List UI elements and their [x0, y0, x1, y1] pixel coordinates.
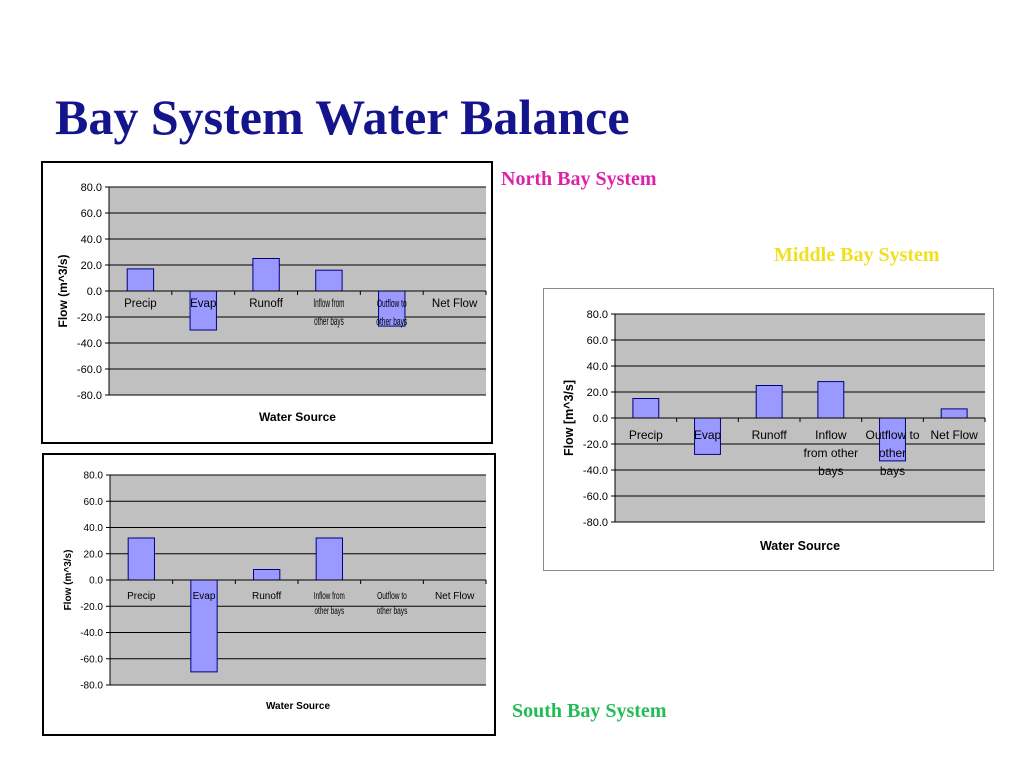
y-axis-title: Flow (m^3/s) [63, 550, 74, 611]
y-tick-label: 80.0 [81, 182, 102, 194]
y-tick-label: -20.0 [583, 439, 608, 451]
y-tick-label: -40.0 [80, 628, 103, 639]
category-label: Precip [124, 298, 157, 310]
x-axis-title: Water Source [760, 539, 840, 553]
south-bay-chart-svg: 80.0 60.0 40.0 20.0 0.0 -20.0 -40.0 -60.0 -80.0 P… [63, 471, 487, 712]
bar-runoff [252, 258, 280, 292]
y-tick-label: -40.0 [583, 465, 608, 477]
bar-precip [127, 537, 155, 581]
category-label: Precip [127, 591, 156, 602]
category-label: Outflow to other bays [865, 428, 919, 478]
y-tick-label: 40.0 [84, 523, 104, 534]
y-tick-label: 0.0 [87, 286, 102, 298]
middle-bay-chart-svg: 80.0 60.0 40.0 20.0 0.0 -20.0 -40.0 -60.0 -80.0 P… [562, 309, 986, 553]
y-tick-label: 80.0 [84, 471, 104, 482]
x-axis-title: Water Source [259, 410, 336, 424]
category-label: Evap [190, 298, 216, 310]
bar-net-flow [940, 408, 968, 419]
slide-title: Bay System Water Balance [55, 89, 630, 145]
y-tick-label: -80.0 [583, 517, 608, 529]
north-bay-label: North Bay System [501, 168, 657, 190]
category-label: Evap [193, 591, 216, 602]
x-axis-title: Water Source [266, 701, 331, 712]
bar-runoff [755, 385, 783, 419]
y-tick-label: 40.0 [81, 234, 102, 246]
south-bay-label: South Bay System [512, 700, 667, 722]
bar-inflow-from-other-bays [315, 269, 343, 292]
y-tick-label: 80.0 [587, 309, 608, 321]
y-tick-label: -60.0 [583, 491, 608, 503]
category-label: Runoff [752, 428, 788, 442]
y-tick-label: -60.0 [80, 654, 103, 665]
category-label: Inflow from other bays [803, 428, 858, 478]
bar-inflow-from-other-bays [315, 537, 343, 581]
y-tick-label: -20.0 [77, 312, 102, 324]
bar-outflow-to-other-bays [378, 290, 406, 327]
y-tick-label: 20.0 [587, 387, 608, 399]
y-tick-label: 60.0 [587, 335, 608, 347]
category-label: Precip [629, 428, 663, 442]
category-label: Net Flow [435, 591, 475, 602]
bar-evap [189, 290, 217, 331]
bar-runoff [253, 569, 281, 581]
y-tick-label: 60.0 [81, 208, 102, 220]
category-label: Inflow from other bays [313, 297, 344, 327]
y-axis-title: Flow (m^3/s) [56, 254, 70, 327]
category-label: Outflow to other bays [376, 297, 407, 327]
north-bay-chart: 80.0 60.0 40.0 20.0 0.0 -20.0 -40.0 -60.0 -80.0 P… [41, 161, 493, 444]
north-bay-chart-svg: 80.0 60.0 40.0 20.0 0.0 -20.0 -40.0 -60.0 -80.0 P… [56, 182, 487, 424]
y-tick-label: 60.0 [84, 497, 104, 508]
bar-precip [126, 268, 155, 292]
bar-evap [190, 579, 218, 673]
bar-evap [694, 417, 721, 455]
y-tick-label: 20.0 [81, 260, 102, 272]
y-tick-label: 20.0 [84, 549, 104, 560]
y-tick-label: 40.0 [587, 361, 608, 373]
y-axis-title: Flow [m^3/s] [562, 380, 576, 456]
y-tick-label: -40.0 [77, 338, 102, 350]
y-tick-label: -80.0 [77, 390, 102, 402]
middle-bay-label: Middle Bay System [774, 244, 940, 266]
y-tick-label: 0.0 [593, 413, 608, 425]
y-tick-label: -20.0 [80, 602, 103, 613]
category-label: Evap [694, 428, 722, 442]
middle-bay-chart: 80.0 60.0 40.0 20.0 0.0 -20.0 -40.0 -60.0 -80.0 P… [543, 288, 994, 571]
category-label: Runoff [252, 591, 282, 602]
y-tick-label: -60.0 [77, 364, 102, 376]
category-label: Outflow to other bays [377, 590, 408, 617]
category-label: Net Flow [432, 298, 478, 310]
category-label: Net Flow [930, 428, 978, 442]
category-label: Inflow from other bays [314, 589, 345, 616]
bar-inflow-from-other-bays [817, 381, 845, 419]
y-tick-label: -80.0 [80, 681, 103, 692]
category-label: Runoff [249, 298, 283, 310]
south-bay-chart: 80.0 60.0 40.0 20.0 0.0 -20.0 -40.0 -60.0 -80.0 P… [42, 453, 496, 736]
bar-precip [632, 398, 660, 419]
y-tick-label: 0.0 [89, 576, 103, 587]
